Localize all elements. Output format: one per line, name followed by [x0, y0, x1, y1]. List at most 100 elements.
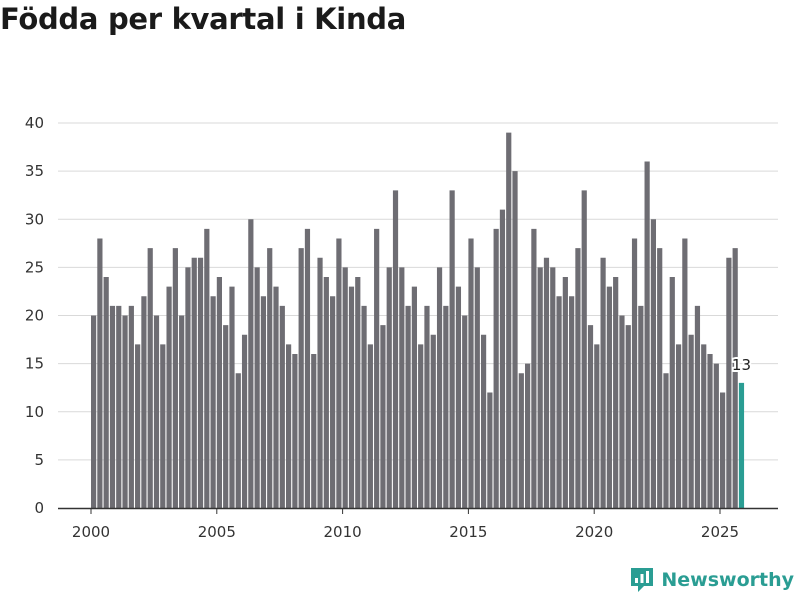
bar: [103, 277, 109, 508]
annotations: 13: [730, 354, 753, 376]
bar: [367, 344, 373, 508]
bar: [172, 248, 178, 508]
bar: [273, 286, 279, 508]
bar: [254, 267, 260, 508]
bar: [216, 277, 222, 508]
bar: [732, 248, 738, 508]
bar: [342, 267, 348, 508]
bar: [323, 277, 329, 508]
bar: [285, 344, 292, 508]
bar: [443, 305, 449, 508]
y-tick-label: 20: [25, 307, 44, 325]
bar: [160, 344, 166, 508]
bar: [380, 325, 386, 508]
bar: [204, 228, 210, 508]
bar: [355, 277, 361, 508]
newsworthy-logo-icon: [631, 568, 654, 592]
bar: [606, 286, 612, 508]
bar: [128, 305, 134, 508]
x-tick-label: 2015: [449, 523, 487, 541]
bar: [575, 248, 581, 508]
bar: [480, 334, 487, 508]
x-tick-label: 2025: [701, 523, 739, 541]
gridlines: [58, 122, 778, 461]
y-tick-label: 35: [25, 162, 44, 180]
bar: [537, 267, 543, 508]
bar: [682, 238, 688, 508]
bar: [688, 334, 694, 508]
bar: [531, 228, 537, 508]
chart-title: Födda per kvartal i Kinda: [0, 2, 407, 36]
bar: [317, 257, 323, 508]
x-tick-label: 2000: [72, 523, 110, 541]
bar: [374, 228, 380, 508]
bar: [116, 305, 122, 508]
bar: [292, 354, 298, 508]
brand-name: Newsworthy: [661, 569, 794, 591]
bar: [386, 267, 392, 508]
bar: [493, 228, 499, 508]
bar: [405, 305, 411, 508]
brand-logo: Newsworthy: [629, 566, 794, 594]
bar: [701, 344, 707, 508]
bar: [330, 296, 336, 508]
bar: [474, 267, 480, 508]
y-tick-label: 10: [25, 403, 44, 421]
x-tick-label: 2005: [198, 523, 236, 541]
bar-highlight: [738, 382, 745, 508]
bar: [638, 305, 644, 508]
bar: [669, 277, 675, 508]
bar: [166, 286, 172, 508]
y-axis-ticks: 0 5 10 15 20 25 30 35 40: [25, 114, 44, 517]
bar: [141, 296, 147, 508]
bar: [399, 267, 405, 508]
bar: [185, 267, 191, 508]
bar: [726, 257, 732, 508]
bar: [436, 267, 443, 508]
y-tick-label: 25: [25, 258, 44, 276]
bar: [694, 305, 701, 508]
bar: [506, 132, 512, 508]
bar: [499, 209, 506, 508]
bar: [430, 334, 436, 508]
bar: [229, 286, 235, 508]
bar: [153, 315, 160, 508]
y-tick-label: 30: [25, 210, 44, 228]
bar: [248, 219, 254, 508]
bar: [179, 315, 185, 508]
bar: [675, 344, 682, 508]
bar: [631, 238, 638, 508]
bar: [279, 305, 285, 508]
bar: [543, 257, 550, 508]
bar: [619, 315, 625, 508]
bar: [707, 354, 713, 508]
bar: [147, 248, 153, 508]
bar: [223, 325, 229, 508]
bar: [587, 325, 594, 508]
bar: [197, 257, 204, 508]
bar: [97, 238, 103, 508]
bar: [91, 315, 97, 508]
bar: [361, 305, 367, 508]
bar: [336, 238, 342, 508]
bar: [657, 248, 663, 508]
last-value-label: 13: [732, 356, 751, 374]
bar: [304, 228, 311, 508]
bar: [135, 344, 141, 508]
bar: [109, 305, 116, 508]
y-tick-label: 5: [34, 451, 44, 469]
bar: [650, 219, 657, 508]
bar: [449, 190, 455, 508]
bar: [122, 315, 128, 508]
bar: [235, 373, 241, 508]
bar: [311, 354, 317, 508]
bar: [424, 305, 430, 508]
y-tick-label: 15: [25, 355, 44, 373]
y-tick-label: 40: [25, 114, 44, 132]
bar: [720, 392, 726, 508]
bar: [392, 190, 399, 508]
bar: [462, 315, 468, 508]
bar: [455, 286, 462, 508]
bar: [613, 277, 619, 508]
